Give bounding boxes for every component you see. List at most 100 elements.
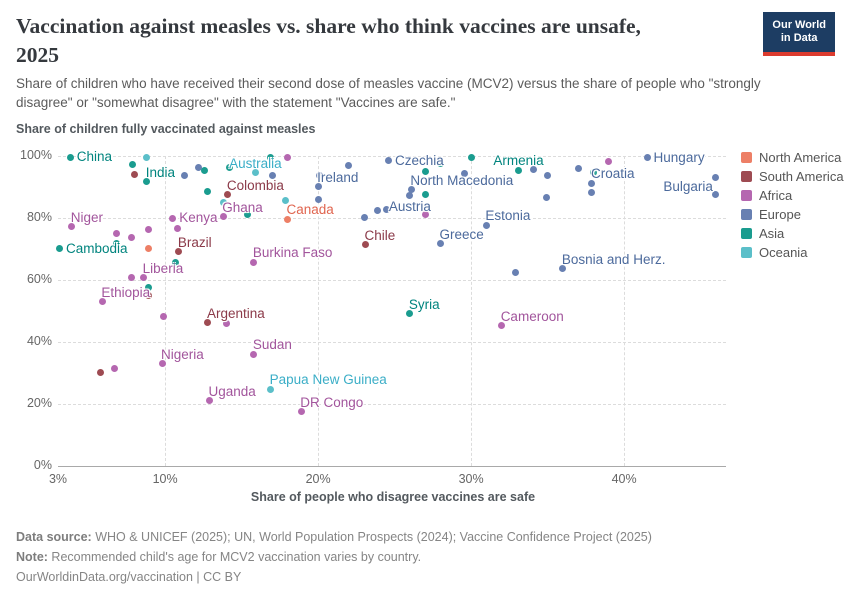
data-point-africa[interactable] (284, 153, 291, 161)
data-point-europe[interactable] (588, 189, 596, 197)
data-point-syria[interactable] (406, 310, 414, 318)
data-point-greece[interactable] (437, 240, 444, 248)
data-point-asia[interactable] (144, 283, 152, 291)
data-point-europe[interactable] (314, 196, 322, 204)
country-label-sudan: Sudan (252, 337, 292, 353)
data-point-africa[interactable] (160, 312, 168, 320)
data-point-europe[interactable] (712, 190, 720, 198)
country-label-syria: Syria (408, 296, 440, 312)
page-title-line1: Vaccination against measles vs. share wh… (16, 14, 641, 38)
data-point-hungary[interactable] (643, 154, 651, 162)
data-point-india[interactable] (143, 178, 151, 186)
legend-item-europe[interactable]: Europe (741, 205, 844, 224)
data-point-asia[interactable] (129, 161, 137, 169)
citation-link[interactable]: OurWorldinData.org/vaccination | CC BY (16, 570, 242, 584)
data-point-asia[interactable] (267, 153, 275, 161)
data-point-north-america[interactable] (144, 245, 152, 253)
data-point-asia[interactable] (112, 240, 120, 248)
data-point-brazil[interactable] (175, 248, 183, 256)
data-point-liberia[interactable] (140, 274, 148, 282)
data-point-cambodia[interactable] (56, 245, 64, 253)
data-point-europe[interactable] (544, 171, 552, 179)
data-point-croatia[interactable] (588, 179, 596, 187)
data-point-africa[interactable] (111, 364, 119, 372)
data-point-argentina[interactable] (204, 319, 212, 327)
legend-item-asia[interactable]: Asia (741, 224, 844, 243)
legend-item-africa[interactable]: Africa (741, 186, 844, 205)
gridline-x-10 (165, 155, 167, 466)
data-point-europe[interactable] (268, 171, 276, 179)
data-point-cameroon[interactable] (498, 322, 506, 330)
country-label-dr-congo: DR Congo (300, 394, 364, 410)
data-point-asia[interactable] (204, 188, 212, 196)
data-point-south-america[interactable] (144, 291, 152, 299)
data-point-chile[interactable] (362, 241, 370, 249)
data-point-niger[interactable] (68, 223, 76, 231)
data-point-europe[interactable] (374, 206, 382, 214)
data-point-bosnia-and-herz-[interactable] (559, 265, 567, 273)
data-point-armenia[interactable] (515, 166, 523, 174)
legend-item-south-america[interactable]: South America (741, 167, 844, 186)
data-point-oceania[interactable] (143, 153, 151, 161)
data-point-europe[interactable] (316, 172, 324, 180)
data-point-europe[interactable] (345, 161, 353, 169)
data-point-africa[interactable] (112, 229, 120, 237)
owid-logo[interactable]: Our World in Data (763, 12, 835, 56)
data-point-ghana[interactable] (219, 213, 227, 221)
data-point-austria[interactable] (406, 192, 414, 200)
data-point-africa[interactable] (421, 210, 429, 218)
data-point-ireland[interactable] (314, 183, 322, 191)
y-tick-label-40: 40% (26, 333, 52, 348)
gridline-x-40 (624, 155, 626, 466)
country-label-argentina: Argentina (206, 305, 265, 321)
data-point-oceania[interactable] (219, 199, 227, 207)
data-point-africa[interactable] (605, 157, 613, 165)
data-point-asia[interactable] (467, 153, 475, 161)
legend-item-oceania[interactable]: Oceania (741, 243, 844, 262)
data-point-asia[interactable] (172, 258, 180, 266)
data-point-estonia[interactable] (482, 221, 490, 229)
data-point-europe[interactable] (574, 164, 582, 172)
continent-legend: North America South America Africa Europe As… (741, 148, 844, 262)
data-point-europe[interactable] (383, 206, 391, 214)
data-point-north-macedonia[interactable] (407, 186, 415, 194)
data-point-ethiopia[interactable] (98, 298, 106, 306)
data-point-papua-new-guinea[interactable] (267, 385, 275, 393)
data-point-europe[interactable] (461, 170, 469, 177)
gridline-y-20 (58, 403, 726, 405)
data-point-asia[interactable] (244, 211, 252, 219)
data-point-europe[interactable] (195, 163, 203, 171)
data-point-australia[interactable] (251, 169, 259, 177)
legend-item-north-america[interactable]: North America (741, 148, 844, 167)
data-point-nigeria[interactable] (158, 360, 166, 368)
data-point-kenya[interactable] (169, 214, 177, 222)
data-point-south-america[interactable] (97, 369, 105, 377)
data-point-asia[interactable] (590, 169, 597, 177)
data-point-asia[interactable] (225, 164, 233, 172)
data-point-europe[interactable] (542, 194, 550, 202)
data-point-asia[interactable] (421, 168, 429, 176)
data-point-africa[interactable] (127, 274, 135, 282)
data-point-sudan[interactable] (250, 350, 258, 358)
data-point-europe[interactable] (181, 172, 189, 180)
data-point-africa[interactable] (127, 233, 135, 241)
data-point-colombia[interactable] (224, 191, 232, 199)
data-point-africa[interactable] (222, 319, 230, 327)
data-point-asia[interactable] (437, 159, 444, 167)
data-point-asia[interactable] (421, 191, 429, 199)
data-point-canada[interactable] (284, 215, 291, 223)
data-point-china[interactable] (66, 153, 74, 161)
data-point-europe[interactable] (360, 214, 368, 222)
data-point-burkina-faso[interactable] (250, 258, 258, 266)
data-point-czechia[interactable] (384, 157, 392, 165)
data-point-africa[interactable] (144, 225, 152, 233)
data-point-oceania[interactable] (282, 197, 290, 205)
data-point-dr-congo[interactable] (297, 408, 305, 416)
data-point-uganda[interactable] (205, 397, 213, 405)
data-point-bulgaria[interactable] (712, 173, 720, 181)
data-point-europe[interactable] (511, 269, 519, 277)
data-point-africa[interactable] (173, 224, 181, 232)
data-point-europe[interactable] (530, 165, 538, 173)
data-point-south-america[interactable] (131, 170, 138, 178)
data-point-asia[interactable] (201, 166, 209, 174)
